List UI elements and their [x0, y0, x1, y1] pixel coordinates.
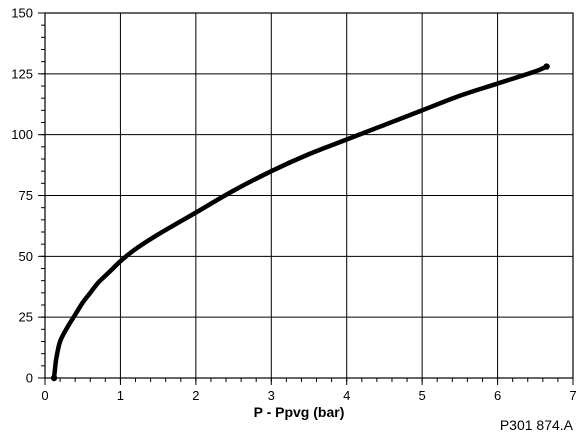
- y-tick-label: 50: [19, 249, 33, 264]
- series-layer: [50, 63, 550, 382]
- y-tick-labels: 0 25 50 75 100 125 150: [11, 6, 33, 386]
- y-tick-label: 100: [11, 127, 33, 142]
- x-tick-label: 3: [268, 388, 275, 403]
- figure-code: P301 874.A: [500, 417, 574, 433]
- plot-frame: [44, 12, 574, 379]
- y-tick-label: 125: [11, 66, 33, 81]
- x-tick-label: 5: [419, 388, 426, 403]
- x-axis-title: P - Ppvg (bar): [254, 404, 345, 420]
- x-tick-label: 4: [343, 388, 350, 403]
- y-tick-label: 150: [11, 6, 33, 21]
- series-start-point: [50, 374, 58, 382]
- x-tick-label: 0: [41, 388, 48, 403]
- major-tick-layer: [38, 12, 574, 385]
- series-end-point: [543, 63, 550, 70]
- grid-layer: [45, 13, 573, 378]
- x-tick-label: 1: [117, 388, 124, 403]
- x-tick-label: 6: [494, 388, 501, 403]
- y-tick-label: 0: [26, 371, 33, 386]
- y-tick-label: 25: [19, 310, 33, 325]
- x-tick-labels: 0 1 2 3 4 5 6 7: [41, 388, 576, 403]
- plot-border: [44, 12, 574, 379]
- y-tick-label: 75: [19, 188, 33, 203]
- series-line: [51, 64, 549, 381]
- x-tick-label: 2: [192, 388, 199, 403]
- x-tick-label: 7: [569, 388, 576, 403]
